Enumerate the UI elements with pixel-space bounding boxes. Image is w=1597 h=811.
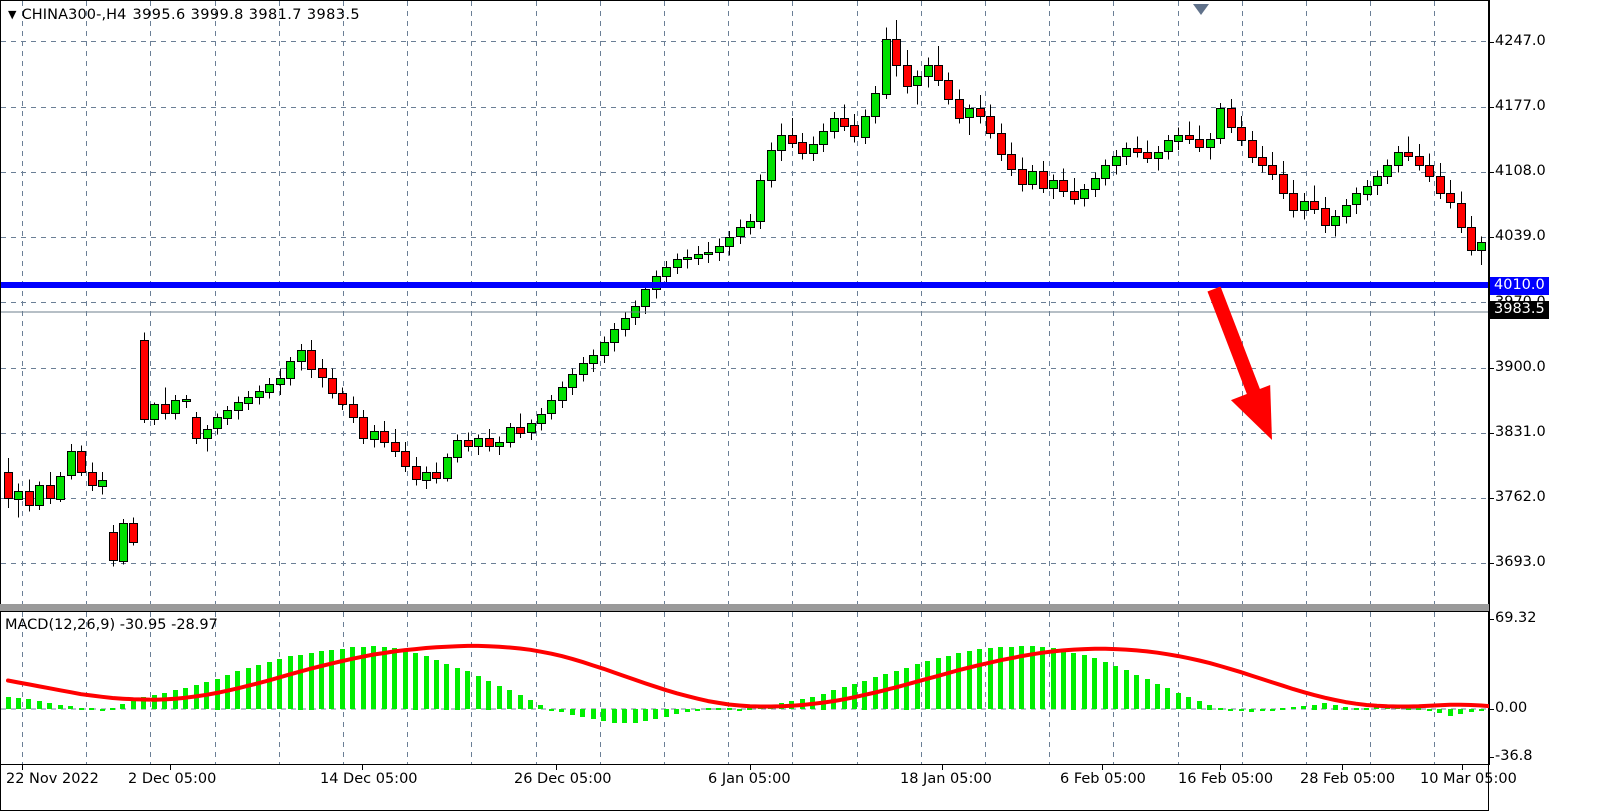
time-tick-mark — [1462, 765, 1463, 770]
price-tick-mark — [1489, 498, 1494, 500]
time-tick-label: 10 Mar 05:00 — [1420, 771, 1517, 787]
price-tick-label: 4039.0 — [1495, 228, 1546, 245]
price-tick-mark — [1489, 41, 1494, 43]
ohlc-values: 3995.6 3999.8 3981.7 3983.5 — [132, 7, 361, 23]
time-tick-label: 14 Dec 05:00 — [320, 771, 418, 787]
time-tick-label: 26 Dec 05:00 — [514, 771, 612, 787]
price-tick-label: 3831.0 — [1495, 424, 1546, 441]
price-axis[interactable] — [1489, 0, 1597, 811]
price-tick-mark — [1489, 563, 1494, 565]
last-price-badge[interactable]: 3983.5 — [1490, 301, 1549, 320]
time-tick-label: 18 Jan 05:00 — [900, 771, 992, 787]
macd-tick-label: 69.32 — [1495, 610, 1537, 626]
time-tick-mark — [1342, 765, 1343, 770]
time-tick-mark — [942, 765, 943, 770]
symbol-header[interactable]: ▼ CHINA300-,H4 3995.6 3999.8 3981.7 3983.5 — [8, 7, 360, 23]
symbol-label: CHINA300-,H4 — [21, 7, 127, 23]
time-tick-label: 6 Feb 05:00 — [1060, 771, 1146, 787]
time-tick-mark — [750, 765, 751, 770]
macd-indicator-panel[interactable] — [0, 611, 1489, 765]
panel-divider — [0, 604, 1489, 612]
time-tick-mark — [556, 765, 557, 770]
price-chart-panel[interactable] — [0, 0, 1489, 605]
macd-tick-mark — [1489, 709, 1494, 711]
price-tick-mark — [1489, 368, 1494, 370]
price-tick-mark — [1489, 237, 1494, 239]
price-tick-label: 4108.0 — [1495, 163, 1546, 180]
time-tick-mark — [170, 765, 171, 770]
price-tick-label: 3762.0 — [1495, 489, 1546, 506]
resistance-level-badge[interactable]: 4010.0 — [1490, 277, 1549, 296]
time-tick-label: 16 Feb 05:00 — [1178, 771, 1274, 787]
price-tick-mark — [1489, 107, 1494, 109]
object-marker-triangle-icon[interactable] — [1193, 4, 1209, 15]
triangle-down-icon[interactable]: ▼ — [8, 8, 17, 21]
time-tick-label: 22 Nov 2022 — [6, 771, 99, 787]
price-tick-label: 3693.0 — [1495, 554, 1546, 571]
axis-separator-line — [1489, 0, 1490, 765]
macd-tick-label: 0.00 — [1495, 700, 1528, 717]
macd-tick-label: -36.8 — [1495, 748, 1533, 764]
macd-tick-mark — [1489, 619, 1494, 620]
price-tick-mark — [1489, 172, 1494, 174]
time-tick-label: 6 Jan 05:00 — [708, 771, 791, 787]
time-tick-mark — [1102, 765, 1103, 770]
time-tick-label: 28 Feb 05:00 — [1300, 771, 1396, 787]
price-tick-mark — [1489, 433, 1494, 435]
macd-tick-mark — [1489, 757, 1494, 758]
time-tick-mark — [362, 765, 363, 770]
time-tick-mark — [1220, 765, 1221, 770]
price-tick-label: 4177.0 — [1495, 98, 1546, 115]
price-tick-label: 3900.0 — [1495, 359, 1546, 376]
time-tick-label: 2 Dec 05:00 — [128, 771, 217, 787]
price-tick-label: 4247.0 — [1495, 32, 1546, 49]
time-tick-mark — [22, 765, 23, 770]
macd-header-label: MACD(12,26,9) -30.95 -28.97 — [5, 617, 218, 633]
